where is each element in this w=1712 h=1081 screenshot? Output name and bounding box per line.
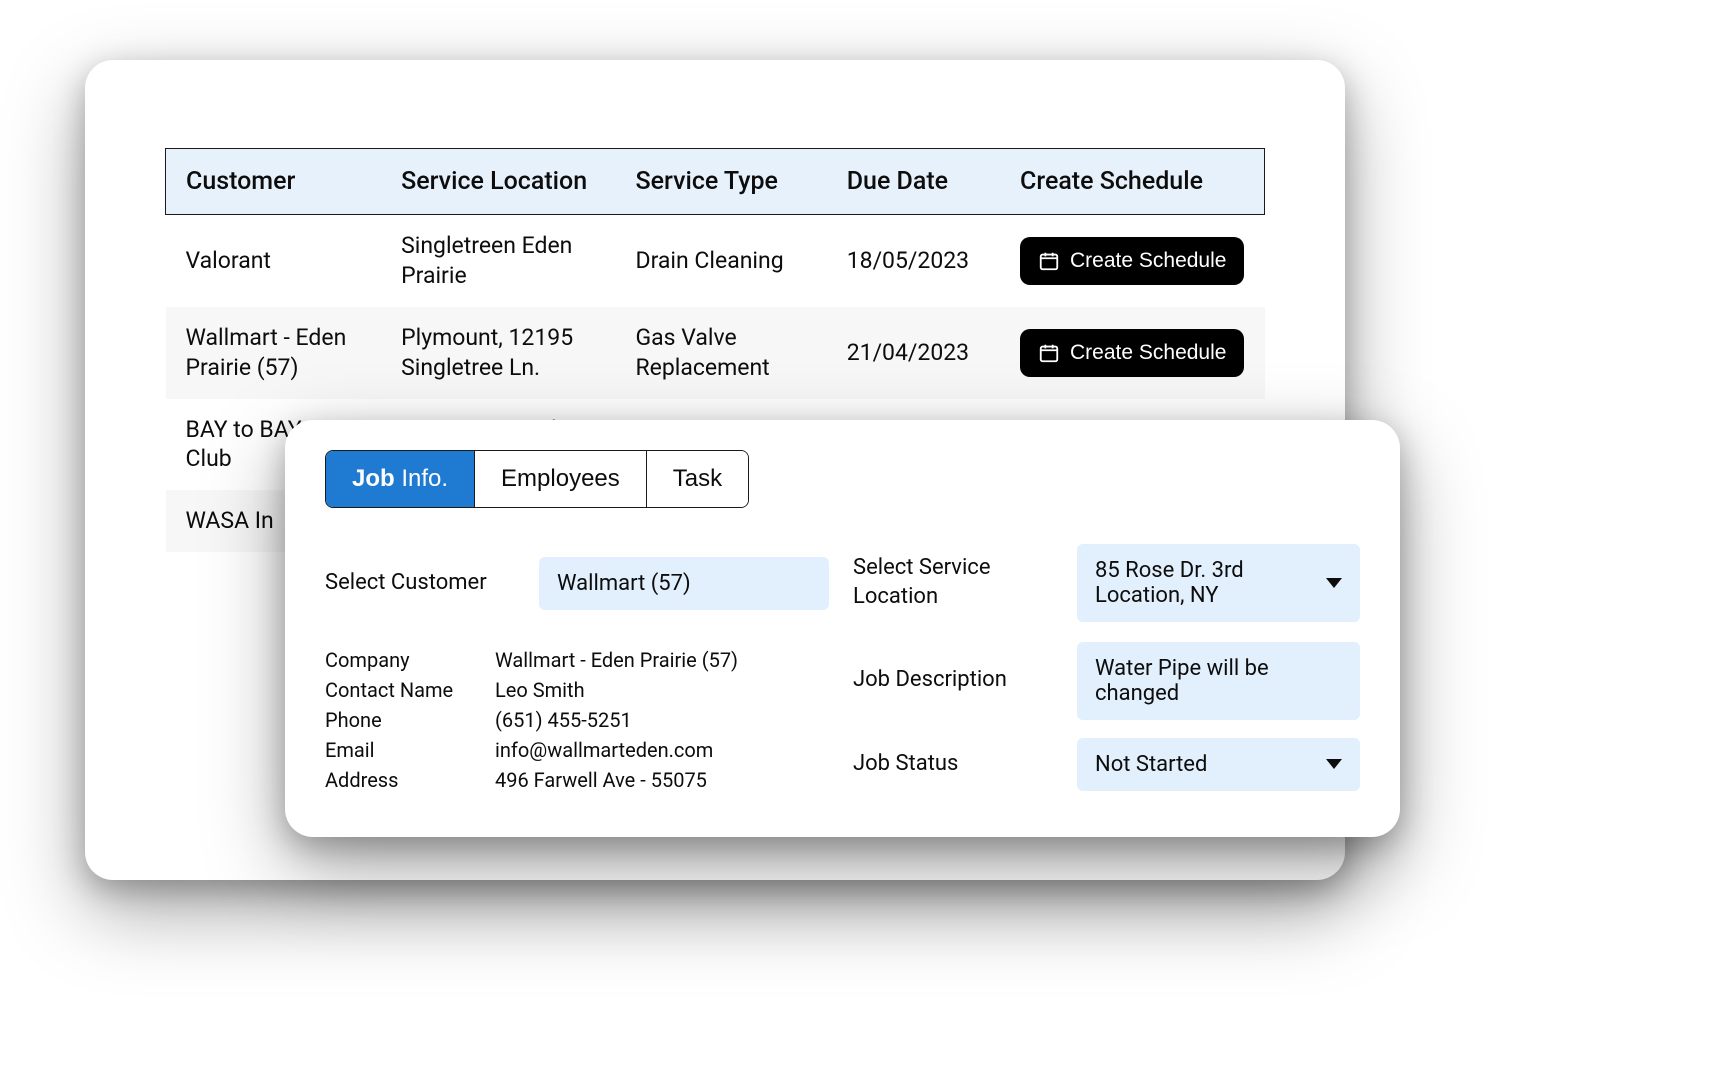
- cell-action: Create Schedule: [1000, 215, 1264, 307]
- label-phone: Phone: [325, 708, 495, 732]
- label-select-service-location: Select Service Location: [853, 554, 1053, 611]
- chevron-down-icon: [1326, 578, 1342, 588]
- field-value: Water Pipe will be changed: [1095, 656, 1342, 706]
- cell-due: 18/05/2023: [827, 215, 1000, 307]
- col-service-location: Service Location: [381, 149, 615, 215]
- label-job-description: Job Description: [853, 666, 1053, 695]
- table-row: Valorant Singletreen Eden Prairie Drain …: [166, 215, 1265, 307]
- select-customer-field[interactable]: Wallmart (57): [539, 557, 829, 610]
- label-email: Email: [325, 738, 495, 762]
- tab-job-info[interactable]: Job Info.: [326, 451, 474, 507]
- cell-customer: Valorant: [166, 215, 382, 307]
- label-company: Company: [325, 648, 495, 672]
- col-service-type: Service Type: [615, 149, 826, 215]
- cell-action: Create Schedule: [1000, 307, 1264, 399]
- chevron-down-icon: [1326, 759, 1342, 769]
- create-schedule-button[interactable]: Create Schedule: [1020, 329, 1244, 377]
- value-email: info@wallmarteden.com: [495, 738, 829, 762]
- table-row: Wallmart - Eden Prairie (57) Plymount, 1…: [166, 307, 1265, 399]
- cell-due: 21/04/2023: [827, 307, 1000, 399]
- label-select-customer: Select Customer: [325, 569, 515, 598]
- create-schedule-button[interactable]: Create Schedule: [1020, 237, 1244, 285]
- value-company: Wallmart - Eden Prairie (57): [495, 648, 829, 672]
- cell-location: Singletreen Eden Prairie: [381, 215, 615, 307]
- tab-label-rest: Info.: [395, 465, 448, 492]
- col-customer: Customer: [166, 149, 382, 215]
- value-address: 496 Farwell Ave - 55075: [495, 768, 829, 792]
- value-phone: (651) 455-5251: [495, 708, 829, 732]
- right-column: Job Description Water Pipe will be chang…: [853, 642, 1360, 791]
- cell-type: Drain Cleaning: [615, 215, 826, 307]
- col-create-schedule: Create Schedule: [1000, 149, 1264, 215]
- calendar-icon: [1038, 250, 1060, 272]
- job-description-field[interactable]: Water Pipe will be changed: [1077, 642, 1360, 720]
- select-service-location-field[interactable]: 85 Rose Dr. 3rd Location, NY: [1077, 544, 1360, 622]
- job-detail-card: Job Info. Employees Task Select Customer…: [285, 420, 1400, 837]
- cell-type: Gas Valve Replacement: [615, 307, 826, 399]
- button-label: Create Schedule: [1070, 341, 1226, 365]
- job-status-field[interactable]: Not Started: [1077, 738, 1360, 791]
- tab-task[interactable]: Task: [646, 451, 748, 507]
- label-address: Address: [325, 768, 495, 792]
- tab-bar: Job Info. Employees Task: [325, 450, 749, 508]
- value-contact-name: Leo Smith: [495, 678, 829, 702]
- button-label: Create Schedule: [1070, 249, 1226, 273]
- cell-location: Plymount, 12195 Singletree Ln.: [381, 307, 615, 399]
- jobs-table-header-row: Customer Service Location Service Type D…: [166, 149, 1265, 215]
- field-value: 85 Rose Dr. 3rd Location, NY: [1095, 558, 1326, 608]
- field-value: Not Started: [1095, 752, 1207, 777]
- cell-customer: Wallmart - Eden Prairie (57): [166, 307, 382, 399]
- label-job-status: Job Status: [853, 750, 1053, 779]
- col-due-date: Due Date: [827, 149, 1000, 215]
- job-form: Select Customer Wallmart (57) Select Ser…: [325, 544, 1360, 792]
- field-value: Wallmart (57): [557, 571, 691, 596]
- tab-label-bold: Job: [352, 465, 395, 492]
- tab-employees[interactable]: Employees: [474, 451, 646, 507]
- label-contact-name: Contact Name: [325, 678, 495, 702]
- customer-details: Company Wallmart - Eden Prairie (57) Con…: [325, 648, 829, 792]
- calendar-icon: [1038, 342, 1060, 364]
